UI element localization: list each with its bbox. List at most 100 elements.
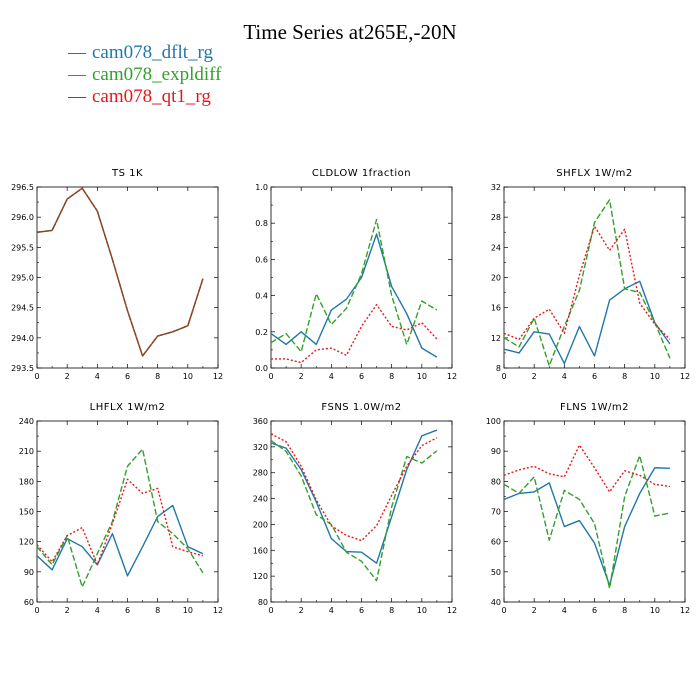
flns-series-cam078-dflt-rg xyxy=(503,467,670,587)
ts-xtick-label: 4 xyxy=(95,372,100,381)
cldlow-xtick-label: 12 xyxy=(447,372,457,381)
flns-series-cam078-expldiff xyxy=(503,454,671,590)
fsns-ytick-label: 240 xyxy=(253,495,268,504)
cldlow-xtick-label: 4 xyxy=(329,372,334,381)
lhflx-series-cam078-qt1-rg xyxy=(36,478,204,566)
fsns-ytick-label: 360 xyxy=(253,417,268,426)
legend-swatch-dflt xyxy=(68,53,86,55)
cldlow-ytick-label: 0.8 xyxy=(255,219,268,228)
fsns-xtick-label: 2 xyxy=(299,606,304,615)
flns-ytick-label: 80 xyxy=(491,477,501,486)
flns-ytick-label: 100 xyxy=(486,417,501,426)
ts-xtick-label: 2 xyxy=(65,372,70,381)
fsns-ytick-label: 80 xyxy=(258,598,268,607)
shflx-xtick-label: 12 xyxy=(680,372,690,381)
ts-xtick-label: 8 xyxy=(155,372,160,381)
shflx-ytick-label: 32 xyxy=(491,183,501,192)
shflx-series-cam078-expldiff xyxy=(503,199,671,367)
lhflx-series-cam078-expldiff xyxy=(36,448,204,588)
ts-ytick-label: 295.0 xyxy=(11,274,34,283)
lhflx-xtick-label: 10 xyxy=(183,606,193,615)
shflx-series-cam078-qt1-rg xyxy=(503,225,671,341)
figure-title: Time Series at265E,-20N xyxy=(243,20,457,44)
ts-ytick-label: 296.0 xyxy=(11,213,34,222)
fsns-ytick-label: 280 xyxy=(253,469,268,478)
fsns-panel-title: FSNS 1.0W/m2 xyxy=(321,402,401,413)
fsns-xtick-label: 12 xyxy=(447,606,457,615)
cldlow-xtick-label: 8 xyxy=(389,372,394,381)
fsns-series-cam078-qt1-rg xyxy=(270,433,438,542)
cldlow-xtick-label: 0 xyxy=(268,372,273,381)
fsns-xtick-label: 8 xyxy=(389,606,394,615)
cldlow-panel-title: CLDLOW 1fraction xyxy=(312,168,411,179)
shflx-xtick-label: 4 xyxy=(562,372,567,381)
ts-xtick-label: 10 xyxy=(183,372,193,381)
ts-ytick-label: 294.0 xyxy=(11,334,34,343)
lhflx-xtick-label: 12 xyxy=(213,606,223,615)
flns-ytick-label: 60 xyxy=(491,538,501,547)
fsns-ytick-label: 200 xyxy=(253,520,268,529)
cldlow-ytick-label: 0.4 xyxy=(255,292,268,301)
flns-xtick-label: 10 xyxy=(650,606,660,615)
flns-frame xyxy=(503,420,686,603)
shflx-ytick-label: 20 xyxy=(491,274,501,283)
shflx-xtick-label: 0 xyxy=(501,372,506,381)
shflx-series-cam078-dflt-rg xyxy=(503,280,671,365)
fsns-ytick-label: 320 xyxy=(253,443,268,452)
fsns-series-cam078-dflt-rg xyxy=(270,429,438,564)
legend-label-dflt: cam078_dflt_rg xyxy=(92,42,214,63)
cldlow-ytick-label: 0.6 xyxy=(255,255,268,264)
ts-series-cam078-expldiff xyxy=(36,187,204,357)
shflx-xtick-label: 10 xyxy=(650,372,660,381)
fsns-ytick-label: 120 xyxy=(253,572,268,581)
fsns-xtick-label: 10 xyxy=(417,606,427,615)
flns-panel-title: FLNS 1W/m2 xyxy=(560,402,629,413)
lhflx-xtick-label: 0 xyxy=(34,606,39,615)
cldlow-series-cam078-expldiff xyxy=(270,218,438,353)
cldlow-ytick-label: 0.2 xyxy=(255,328,268,337)
flns-xtick-label: 8 xyxy=(622,606,627,615)
ts-xtick-label: 12 xyxy=(213,372,223,381)
lhflx-series-cam078-dflt-rg xyxy=(36,504,204,577)
legend-entry-expldiff: cam078_expldiff xyxy=(68,64,221,86)
flns-xtick-label: 12 xyxy=(680,606,690,615)
shflx-ytick-label: 28 xyxy=(491,213,501,222)
shflx-ytick-label: 24 xyxy=(491,243,501,252)
fsns-ytick-label: 160 xyxy=(253,546,268,555)
flns-xtick-label: 0 xyxy=(501,606,506,615)
ts-ytick-label: 295.5 xyxy=(11,243,34,252)
shflx-ytick-label: 8 xyxy=(496,364,501,373)
cldlow-ytick-label: 1.0 xyxy=(255,183,268,192)
ts-series-cam078-qt1-rg xyxy=(36,187,204,357)
legend-entry-dflt: cam078_dflt_rg xyxy=(68,42,213,64)
lhflx-ytick-label: 120 xyxy=(19,538,34,547)
ts-ytick-label: 294.5 xyxy=(11,304,34,313)
legend-entry-qt1: cam078_qt1_rg xyxy=(68,86,211,108)
fsns-frame xyxy=(270,420,453,603)
ts-ytick-label: 296.5 xyxy=(11,183,34,192)
lhflx-xtick-label: 8 xyxy=(155,606,160,615)
cldlow-series-cam078-qt1-rg xyxy=(271,303,438,364)
legend-swatch-expldiff xyxy=(68,75,86,77)
cldlow-xtick-label: 6 xyxy=(359,372,364,381)
lhflx-ytick-label: 210 xyxy=(19,447,34,456)
lhflx-ytick-label: 150 xyxy=(19,508,34,517)
shflx-xtick-label: 6 xyxy=(592,372,597,381)
lhflx-ytick-label: 180 xyxy=(19,477,34,486)
cldlow-xtick-label: 2 xyxy=(299,372,304,381)
lhflx-xtick-label: 2 xyxy=(65,606,70,615)
ts-panel-title: TS 1K xyxy=(111,168,143,179)
shflx-ytick-label: 12 xyxy=(491,334,501,343)
lhflx-xtick-label: 6 xyxy=(125,606,130,615)
lhflx-xtick-label: 4 xyxy=(95,606,100,615)
cldlow-ytick-label: 0.0 xyxy=(255,364,268,373)
ts-xtick-label: 6 xyxy=(125,372,130,381)
lhflx-ytick-label: 60 xyxy=(24,598,34,607)
lhflx-ytick-label: 90 xyxy=(24,568,34,577)
flns-xtick-label: 6 xyxy=(592,606,597,615)
legend-swatch-qt1 xyxy=(68,97,86,99)
flns-ytick-label: 70 xyxy=(491,508,501,517)
fsns-series-cam078-expldiff xyxy=(270,439,438,582)
flns-ytick-label: 90 xyxy=(491,447,501,456)
shflx-frame xyxy=(503,186,686,369)
